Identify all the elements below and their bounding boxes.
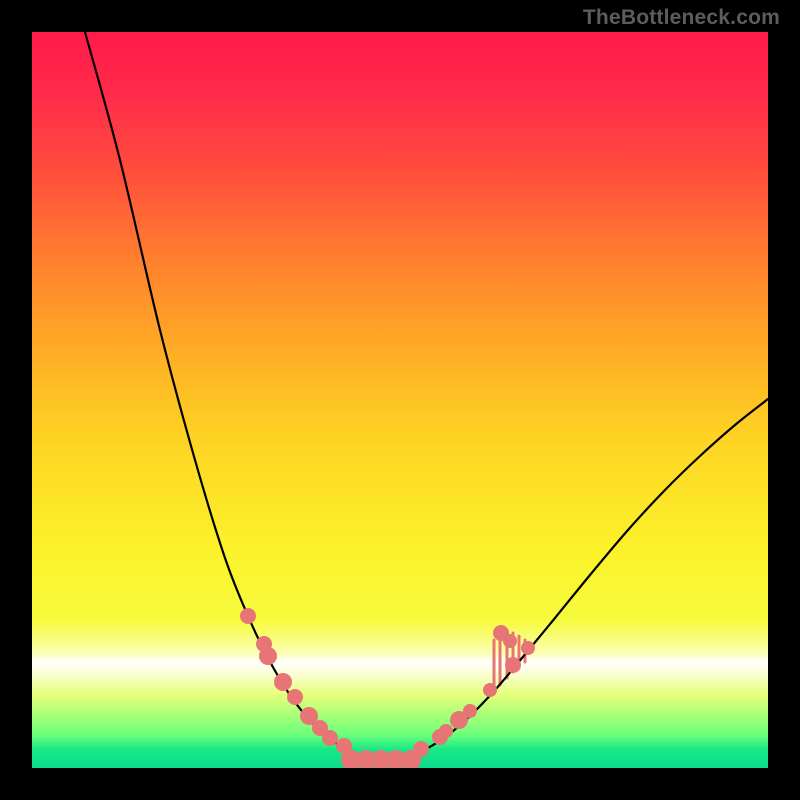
watermark-text: TheBottleneck.com <box>583 6 780 30</box>
plot-gradient-background <box>32 32 768 768</box>
data-marker <box>463 704 477 718</box>
data-marker <box>521 641 535 655</box>
data-marker <box>439 724 453 738</box>
data-marker <box>274 673 292 691</box>
data-marker <box>413 741 429 757</box>
data-marker <box>322 730 338 746</box>
data-marker <box>483 683 497 697</box>
data-marker <box>287 689 303 705</box>
data-marker <box>505 657 521 673</box>
data-marker <box>503 634 517 648</box>
data-marker <box>259 647 277 665</box>
bottleneck-chart <box>0 0 800 800</box>
data-marker <box>240 608 256 624</box>
